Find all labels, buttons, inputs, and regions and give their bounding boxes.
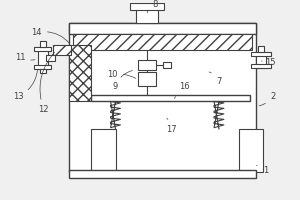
Bar bbox=[138, 60, 156, 70]
Text: 7: 7 bbox=[209, 72, 222, 86]
Bar bbox=[40, 41, 46, 47]
Bar bbox=[46, 55, 56, 61]
Bar bbox=[163, 62, 171, 68]
Bar bbox=[256, 54, 266, 68]
Text: 15: 15 bbox=[261, 58, 275, 67]
Bar bbox=[69, 23, 256, 172]
Bar bbox=[130, 3, 164, 10]
Bar bbox=[136, 9, 158, 23]
Bar bbox=[69, 45, 91, 101]
Text: 11: 11 bbox=[15, 53, 35, 62]
Bar bbox=[91, 129, 116, 172]
Bar bbox=[69, 170, 256, 178]
Text: 17: 17 bbox=[167, 118, 177, 134]
Bar bbox=[34, 65, 52, 69]
Text: 14: 14 bbox=[32, 28, 69, 43]
Text: 9: 9 bbox=[113, 71, 133, 91]
Bar bbox=[138, 72, 156, 86]
Text: 2: 2 bbox=[259, 92, 276, 106]
Bar bbox=[53, 45, 71, 55]
Bar bbox=[258, 46, 264, 52]
Bar bbox=[38, 49, 47, 69]
Text: 12: 12 bbox=[38, 52, 55, 114]
Text: 16: 16 bbox=[175, 82, 190, 99]
Bar bbox=[34, 47, 52, 51]
Bar bbox=[251, 64, 271, 68]
Text: 10: 10 bbox=[107, 70, 136, 79]
Text: 1: 1 bbox=[256, 166, 268, 175]
Text: 8: 8 bbox=[147, 0, 158, 13]
Bar bbox=[91, 95, 250, 101]
Bar bbox=[40, 69, 46, 73]
Text: 13: 13 bbox=[13, 70, 38, 101]
Bar bbox=[239, 129, 263, 172]
Bar bbox=[251, 52, 271, 56]
Bar bbox=[69, 23, 256, 34]
Bar bbox=[73, 34, 253, 50]
